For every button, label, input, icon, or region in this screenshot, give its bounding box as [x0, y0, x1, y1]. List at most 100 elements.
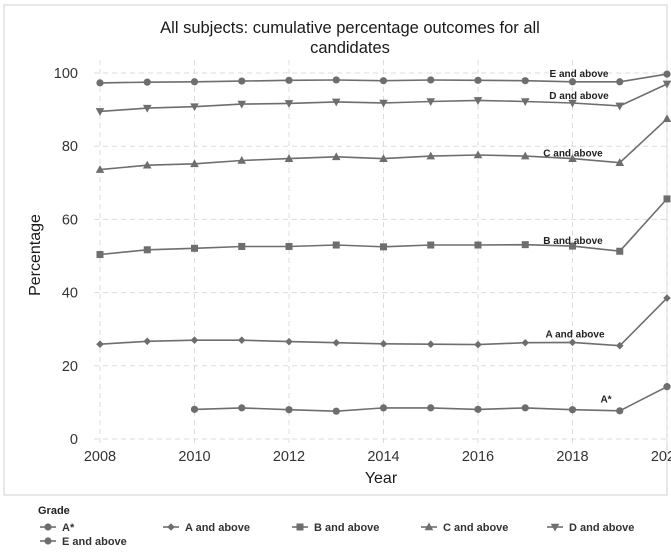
- x-tick-label: 2012: [273, 449, 305, 465]
- data-point-a-and-above: [96, 340, 104, 349]
- data-point-a-and-above: [143, 337, 152, 346]
- data-point-e-and-above: [521, 77, 529, 85]
- data-point-c-and-above: [568, 154, 577, 162]
- x-tick-label: 2020: [651, 449, 671, 465]
- data-point-c-and-above: [95, 165, 105, 173]
- data-point-b-and-above: [569, 242, 576, 250]
- legend-marker-a-and-above: [167, 523, 175, 531]
- data-point-a-and-above: [568, 338, 577, 347]
- legend-marker-c-and-above: [424, 522, 434, 531]
- data-point-b-and-above: [143, 246, 151, 254]
- data-point-e-and-above: [663, 70, 671, 78]
- y-tick-label: 40: [62, 286, 78, 302]
- legend-label-d-and-above: D and above: [569, 522, 634, 534]
- data-point-a-and-above: [615, 341, 624, 350]
- legend-title: Grade: [38, 505, 70, 517]
- grid: [94, 60, 668, 443]
- data-point-astar: [238, 404, 246, 412]
- data-point-astar: [190, 405, 199, 413]
- data-point-b-and-above: [285, 242, 293, 250]
- data-point-d-and-above: [473, 97, 483, 105]
- series-lines: [95, 70, 671, 415]
- data-point-b-and-above: [474, 241, 482, 249]
- data-point-e-and-above: [474, 76, 482, 84]
- data-point-d-and-above: [520, 98, 530, 107]
- data-point-e-and-above: [238, 77, 246, 85]
- data-point-d-and-above: [426, 98, 436, 107]
- x-tick-label: 2014: [367, 449, 399, 465]
- data-point-d-and-above: [142, 104, 152, 113]
- legend-marker-e-and-above: [44, 537, 52, 545]
- data-point-e-and-above: [568, 78, 577, 86]
- y-tick-label: 20: [62, 359, 78, 375]
- data-point-b-and-above: [616, 247, 624, 255]
- data-point-a-and-above: [663, 294, 671, 302]
- data-point-astar: [663, 383, 671, 391]
- legend-label-astar: A*: [62, 522, 75, 534]
- data-point-d-and-above: [379, 99, 388, 108]
- data-point-astar: [332, 407, 340, 415]
- data-point-b-and-above: [332, 241, 340, 249]
- data-point-e-and-above: [143, 78, 151, 86]
- data-point-b-and-above: [521, 241, 529, 249]
- y-axis-title: Percentage: [27, 214, 44, 296]
- series-label-e-and-above: E and above: [550, 69, 609, 80]
- data-point-astar: [616, 407, 624, 415]
- data-point-d-and-above: [331, 98, 341, 107]
- data-point-e-and-above: [96, 79, 104, 87]
- data-point-c-and-above: [662, 114, 671, 123]
- data-point-e-and-above: [616, 78, 624, 86]
- data-point-e-and-above: [427, 76, 435, 84]
- data-point-a-and-above: [379, 340, 388, 348]
- data-point-b-and-above: [191, 244, 198, 252]
- data-point-d-and-above: [284, 100, 294, 108]
- data-point-c-and-above: [426, 151, 436, 160]
- series-label-c-and-above: C and above: [543, 149, 603, 160]
- data-point-d-and-above: [237, 100, 247, 109]
- data-point-astar: [521, 404, 529, 412]
- data-point-c-and-above: [237, 155, 247, 164]
- y-tick-label: 100: [54, 66, 78, 82]
- data-point-d-and-above: [95, 108, 105, 116]
- series-label-b-and-above: B and above: [543, 236, 603, 247]
- axis-ticks: 0 20 40 60 80 100 2008 2010 2012 2014 2016 2018 2020: [54, 66, 671, 465]
- series-labels: A* A and above B and above C and above D and…: [543, 69, 611, 406]
- data-point-a-and-above: [332, 338, 341, 347]
- legend: Grade A* A and above B and above C and abov…: [38, 505, 634, 548]
- x-tick-label: 2018: [556, 449, 588, 465]
- data-point-b-and-above: [238, 242, 246, 250]
- x-tick-label: 2016: [462, 449, 494, 465]
- legend-label-c-and-above: C and above: [443, 522, 508, 534]
- data-point-b-and-above: [663, 195, 671, 203]
- data-point-a-and-above: [190, 336, 199, 344]
- legend-marker-d-and-above: [550, 523, 560, 532]
- data-point-astar: [379, 404, 388, 412]
- data-point-d-and-above: [615, 102, 625, 111]
- y-tick-label: 0: [70, 432, 78, 448]
- data-point-c-and-above: [190, 159, 199, 168]
- data-point-d-and-above: [190, 103, 199, 112]
- data-point-c-and-above: [520, 151, 530, 160]
- data-point-c-and-above: [284, 154, 294, 162]
- data-point-b-and-above: [380, 243, 387, 251]
- data-point-astar: [568, 406, 577, 414]
- data-point-a-and-above: [237, 336, 246, 344]
- series-label-d-and-above: D and above: [549, 91, 609, 102]
- data-point-e-and-above: [332, 76, 340, 84]
- series-label-a-and-above: A and above: [545, 329, 605, 340]
- data-point-c-and-above: [142, 160, 152, 169]
- data-point-a-and-above: [521, 338, 530, 347]
- data-point-a-and-above: [474, 340, 482, 349]
- data-point-b-and-above: [427, 241, 435, 249]
- legend-label-e-and-above: E and above: [62, 536, 127, 548]
- data-point-astar: [427, 404, 435, 412]
- data-point-d-and-above: [568, 99, 577, 108]
- chart-title-line-1: All subjects: cumulative percentage outc…: [160, 19, 540, 37]
- series-label-astar: A*: [600, 395, 611, 406]
- y-tick-label: 80: [62, 139, 78, 155]
- data-point-c-and-above: [379, 154, 388, 162]
- data-point-c-and-above: [331, 152, 341, 161]
- data-point-astar: [474, 405, 482, 413]
- chart-title-line-2: candidates: [310, 39, 390, 57]
